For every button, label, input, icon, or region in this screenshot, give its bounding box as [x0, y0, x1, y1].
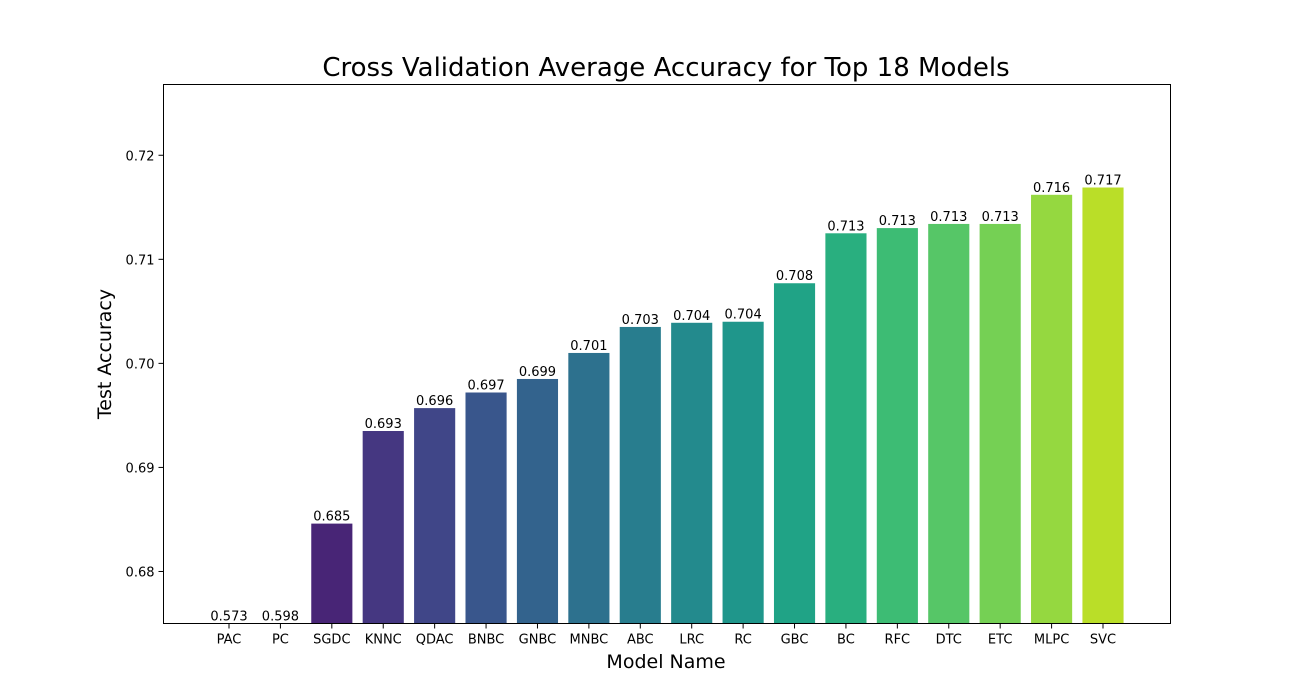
x-tick-label: MNBC	[570, 633, 609, 648]
x-tick-label: GNBC	[519, 633, 557, 648]
y-tick-label: 0.72	[126, 149, 155, 164]
bar-svc	[1082, 187, 1124, 624]
y-axis: 0.68 0.69 0.70 0.71 0.72	[126, 149, 164, 580]
x-axis-label: Model Name	[606, 651, 725, 673]
bar-gnbc	[516, 378, 559, 624]
bar-value-label: 0.693	[365, 417, 402, 432]
bar-qdac	[414, 408, 456, 624]
bar-value-label: 0.716	[1033, 181, 1070, 196]
y-tick-label: 0.71	[126, 253, 155, 268]
x-tick-label: ETC	[988, 633, 1012, 648]
chart-title: Cross Validation Average Accuracy for To…	[322, 53, 1009, 83]
bar-value-label: 0.697	[467, 379, 504, 394]
y-axis-label: Test Accuracy	[94, 289, 116, 420]
x-tick-label: GBC	[781, 633, 809, 648]
bar-value-label: 0.713	[827, 219, 864, 234]
x-tick-label: LRC	[679, 633, 704, 648]
bar-value-label: 0.713	[879, 214, 916, 229]
bar-value-label: 0.708	[776, 269, 813, 284]
bar-rfc	[876, 228, 918, 624]
bar-mnbc	[568, 352, 610, 624]
x-tick-label: BNBC	[468, 633, 504, 648]
bar-gbc	[773, 283, 816, 624]
x-tick-label: DTC	[936, 633, 962, 648]
bar-lrc	[671, 322, 713, 624]
x-tick-label: RFC	[885, 633, 911, 648]
x-tick-label: PAC	[217, 633, 242, 648]
bars-group	[311, 187, 1124, 624]
x-tick-label: ABC	[627, 633, 654, 648]
x-tick-label: PC	[272, 633, 289, 648]
bar-value-label: 0.704	[725, 308, 762, 323]
bar-mlpc	[1031, 194, 1073, 624]
bar-value-label: 0.598	[262, 610, 299, 625]
plot-frame	[163, 84, 1171, 624]
bar-knnc	[362, 431, 404, 624]
x-tick-label: MLPC	[1034, 633, 1069, 648]
x-tick-label: SGDC	[313, 633, 350, 648]
x-tick-label: BC	[837, 633, 855, 648]
bar-sgdc	[311, 523, 353, 624]
bar-value-label: 0.717	[1084, 174, 1121, 189]
bar-bnbc	[465, 392, 507, 624]
bar-value-label: 0.704	[673, 309, 710, 324]
bar-value-label: 0.573	[210, 610, 247, 625]
y-tick-label: 0.70	[126, 357, 155, 372]
bar-bc	[825, 233, 867, 624]
bar-abc	[619, 326, 661, 624]
bar-value-labels: 0.573 0.598 0.685 0.693 0.696 0.697 0.699 0.701…	[210, 174, 1121, 625]
y-tick-label: 0.68	[126, 565, 155, 580]
bar-value-label: 0.699	[519, 365, 556, 380]
x-tick-label: SVC	[1090, 633, 1116, 648]
x-tick-label: RC	[734, 633, 751, 648]
x-axis: PAC PC SGDC KNNC QDAC BNBC GNBC MNBC ABC LRC RC GBC…	[217, 623, 1116, 648]
bar-value-label: 0.701	[570, 339, 607, 354]
bar-dtc	[928, 223, 970, 624]
x-tick-label: KNNC	[365, 633, 402, 648]
bar-value-label: 0.713	[930, 210, 967, 225]
bar-value-label: 0.703	[622, 313, 659, 328]
bar-value-label: 0.696	[416, 394, 453, 409]
bar-etc	[979, 223, 1021, 624]
x-tick-label: QDAC	[416, 633, 454, 648]
y-tick-label: 0.69	[126, 461, 155, 476]
bar-rc	[722, 321, 764, 624]
bar-value-label: 0.685	[313, 510, 350, 525]
bar-value-label: 0.713	[982, 210, 1019, 225]
